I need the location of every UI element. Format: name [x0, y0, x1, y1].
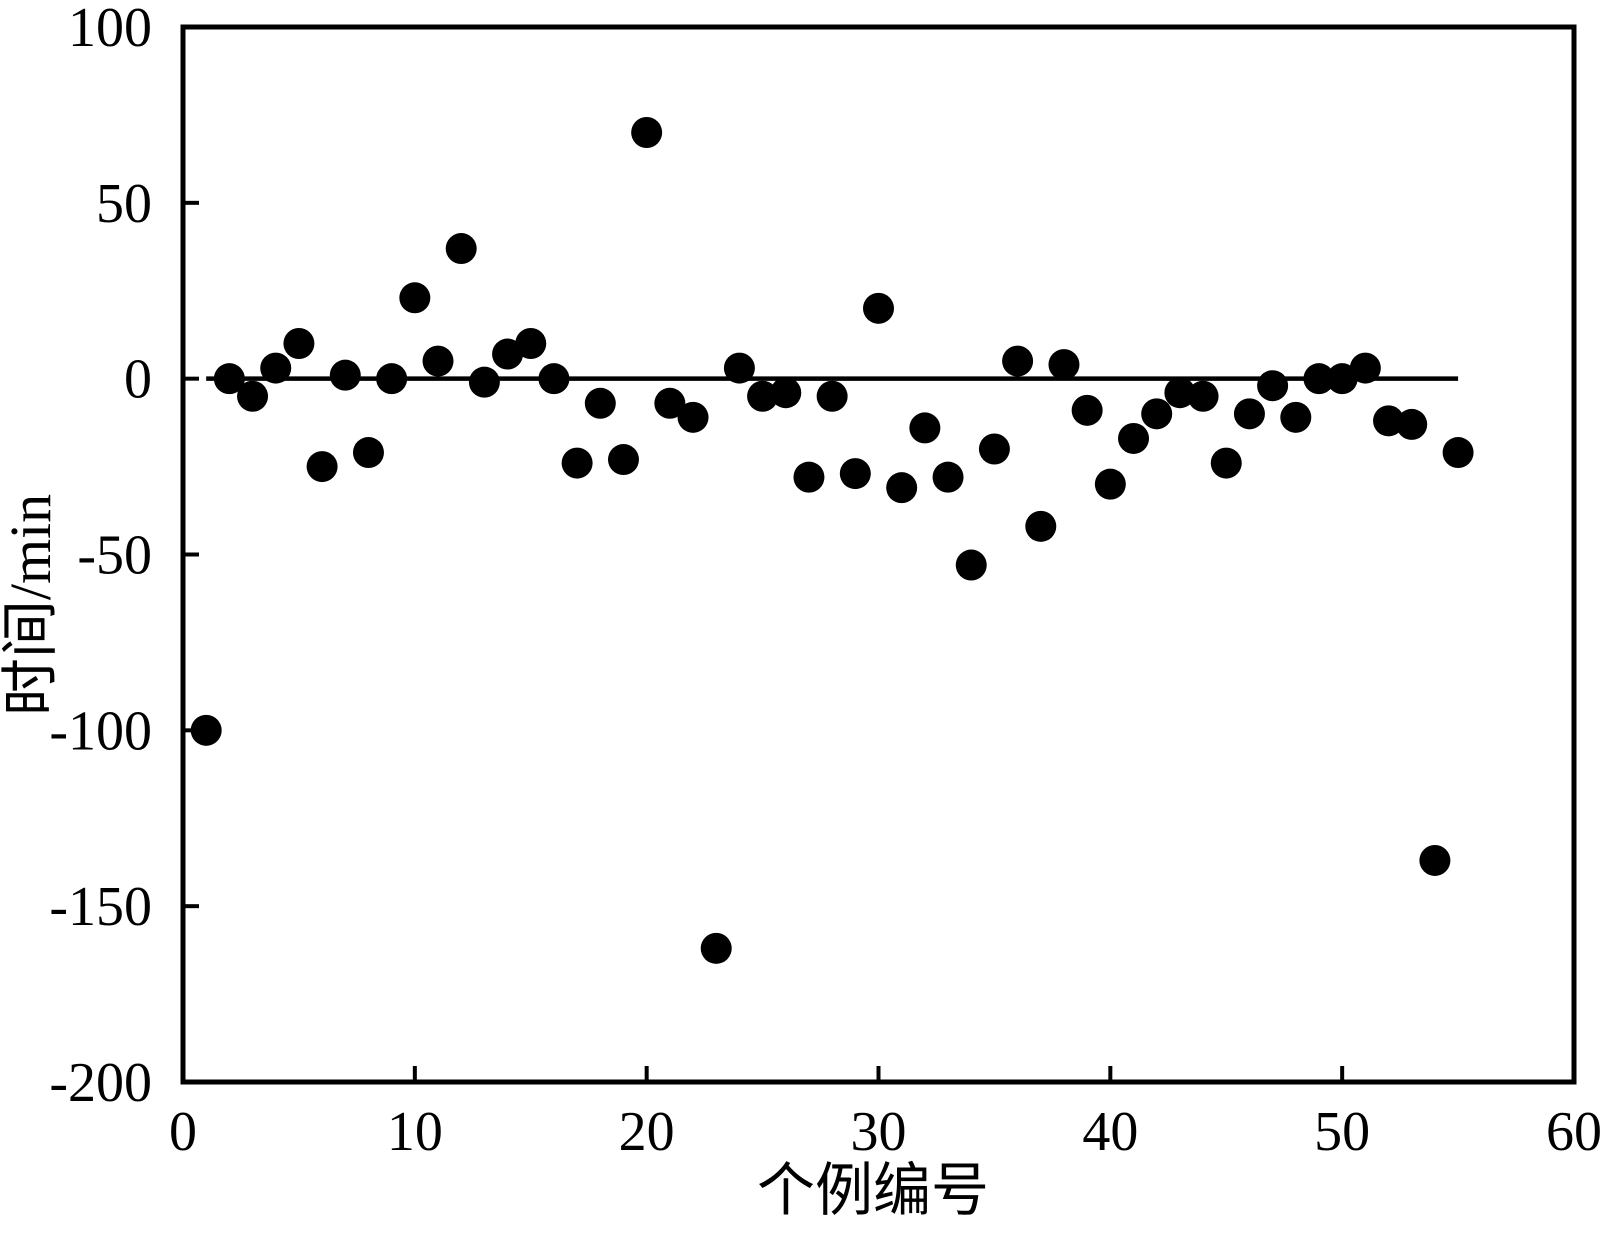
x-tick-label: 50 — [1314, 1101, 1370, 1163]
y-tick-label: -100 — [49, 700, 152, 762]
data-point — [1210, 447, 1242, 479]
data-point — [1118, 422, 1150, 454]
data-point — [909, 412, 941, 444]
data-point — [260, 352, 292, 384]
data-point — [1002, 345, 1034, 377]
y-axis-title: 时间/min — [0, 494, 63, 716]
plot-border — [180, 24, 1577, 1085]
data-point — [190, 714, 222, 746]
data-point — [1048, 349, 1080, 381]
data-point — [306, 451, 338, 483]
data-point — [955, 549, 987, 581]
data-point — [1326, 363, 1358, 395]
data-point — [816, 380, 848, 412]
data-point — [468, 366, 500, 398]
data-point — [1280, 401, 1312, 433]
data-point — [1071, 394, 1103, 426]
data-point — [1396, 408, 1428, 440]
data-point — [1419, 844, 1451, 876]
data-point — [1373, 405, 1405, 437]
data-point — [723, 352, 755, 384]
data-point — [1187, 380, 1219, 412]
data-point — [1164, 377, 1196, 409]
data-point — [213, 363, 245, 395]
data-point — [1233, 398, 1265, 430]
x-tick-label: 20 — [619, 1101, 675, 1163]
data-point — [422, 345, 454, 377]
x-tick-label: 60 — [1546, 1101, 1600, 1163]
data-point — [1257, 370, 1289, 402]
y-tick-label: -200 — [49, 1052, 152, 1114]
data-point — [978, 433, 1010, 465]
data-point — [839, 458, 871, 490]
data-point — [399, 282, 431, 314]
y-tick-label: 0 — [124, 349, 152, 411]
data-point — [538, 363, 570, 395]
data-point — [584, 387, 616, 419]
data-point — [352, 437, 384, 469]
x-tick-label: 0 — [169, 1101, 197, 1163]
data-point — [1303, 363, 1335, 395]
plot-generated-content: 0 10 20 30 40 50 60 100 50 0 -50 -100 -150 -200 — [49, 0, 1600, 1163]
y-tick-label: 50 — [96, 173, 152, 235]
x-axis-title: 个例编号 — [757, 1158, 989, 1223]
data-point — [1025, 510, 1057, 542]
data-point — [863, 292, 894, 324]
data-point — [886, 472, 918, 504]
data-point — [654, 387, 686, 419]
data-point — [492, 338, 524, 370]
data-point — [932, 461, 964, 493]
data-point — [561, 447, 593, 479]
x-tick-label: 30 — [851, 1101, 907, 1163]
data-point — [700, 932, 732, 964]
data-point — [1442, 437, 1474, 469]
data-point — [515, 328, 547, 359]
data-point — [1141, 398, 1173, 430]
data-point — [793, 461, 825, 493]
data-point — [747, 380, 779, 412]
data-point — [677, 401, 709, 433]
data-point — [1349, 352, 1381, 384]
x-tick-label: 40 — [1082, 1101, 1138, 1163]
data-point — [607, 444, 639, 476]
data-point — [445, 233, 477, 265]
data-point — [237, 380, 269, 412]
data-point — [283, 328, 315, 359]
data-point — [1094, 468, 1126, 500]
y-tick-label: 100 — [68, 0, 152, 59]
data-point — [631, 117, 663, 148]
y-tick-label: -150 — [49, 876, 152, 938]
data-point — [376, 363, 408, 395]
data-point — [329, 359, 361, 391]
y-tick-label: -50 — [77, 525, 152, 587]
x-tick-label: 10 — [387, 1101, 443, 1163]
data-point — [770, 377, 802, 409]
